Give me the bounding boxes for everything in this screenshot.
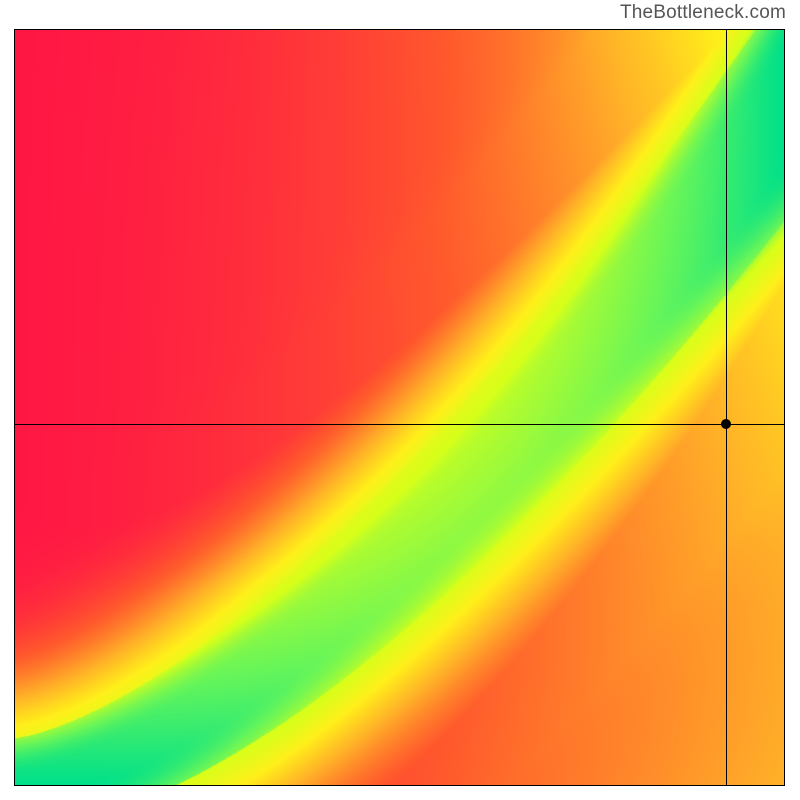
crosshair-vertical <box>726 30 727 785</box>
crosshair-horizontal <box>15 424 784 425</box>
watermark-text: TheBottleneck.com <box>620 2 786 24</box>
heatmap-canvas <box>15 30 784 785</box>
bottleneck-heatmap <box>14 29 785 786</box>
crosshair-marker <box>721 419 731 429</box>
